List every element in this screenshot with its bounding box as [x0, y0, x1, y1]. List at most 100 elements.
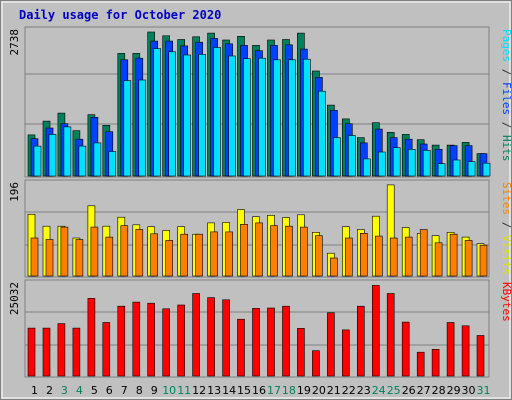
bar-pages-day-25: [392, 147, 401, 177]
bar-pages-day-28: [437, 163, 446, 177]
panel-2: 196 Sites / Visits: [8, 179, 512, 278]
bar-sites-day-27: [419, 229, 428, 277]
bar-kbytes-day-28: [431, 348, 440, 377]
bar-sites-day-24: [374, 235, 383, 277]
x-tick-label-day-26: 26: [402, 384, 416, 397]
bar-pages-day-4: [78, 145, 87, 177]
x-tick-label-day-13: 13: [207, 384, 221, 397]
bar-pages-day-22: [347, 135, 356, 177]
bar-kbytes-day-30: [461, 325, 470, 377]
bar-pages-day-17: [273, 59, 281, 177]
bar-pages-day-3: [63, 126, 72, 177]
x-tick-label-day-19: 19: [297, 384, 311, 397]
axis-label-part: Visits: [500, 235, 512, 275]
bar-kbytes-day-24: [371, 284, 380, 377]
bar-pages-day-21: [333, 137, 341, 177]
x-tick-label-day-8: 8: [136, 384, 143, 397]
bar-pages-day-2: [48, 134, 57, 177]
bar-sites-day-1: [30, 237, 39, 277]
x-tick-label-day-25: 25: [387, 384, 401, 397]
x-tick-label-day-6: 6: [106, 384, 113, 397]
x-tick-label-day-11: 11: [177, 384, 191, 397]
bar-pages-day-12: [198, 54, 206, 177]
bar-kbytes-day-29: [446, 322, 455, 377]
bar-pages-day-15: [243, 58, 251, 177]
bar-sites-day-22: [344, 237, 353, 277]
x-tick-label-day-23: 23: [357, 384, 371, 397]
bar-kbytes-day-22: [341, 329, 350, 377]
bar-kbytes-day-8: [132, 301, 141, 377]
bar-sites-day-6: [105, 236, 114, 277]
bar-pages-day-26: [407, 149, 416, 177]
bar-pages-day-13: [213, 47, 221, 177]
bar-sites-day-19: [300, 226, 308, 277]
y-max-label: 25032: [8, 282, 21, 315]
bar-kbytes-day-12: [192, 293, 200, 377]
bar-pages-day-24: [377, 151, 386, 177]
axis-label-part: Hits: [500, 135, 512, 162]
bar-sites-day-12: [195, 233, 203, 277]
bar-kbytes-day-23: [356, 305, 365, 377]
bar-sites-day-28: [434, 242, 443, 277]
x-tick-label-day-12: 12: [192, 384, 206, 397]
bar-pages-day-16: [258, 57, 266, 177]
bar-sites-day-31: [479, 244, 488, 277]
bar-kbytes-day-10: [162, 308, 170, 377]
bar-kbytes-day-20: [312, 350, 320, 377]
bar-sites-day-26: [404, 236, 413, 277]
x-tick-label-day-16: 16: [252, 384, 266, 397]
bar-sites-day-29: [449, 233, 458, 277]
bar-kbytes-day-31: [476, 335, 485, 377]
bar-kbytes-day-15: [237, 318, 245, 377]
bar-sites-day-7: [120, 225, 129, 277]
x-tick-label-day-9: 9: [151, 384, 158, 397]
bar-kbytes-day-26: [401, 321, 410, 377]
axis-label-part: /: [500, 62, 512, 82]
bar-kbytes-day-18: [282, 305, 290, 377]
bar-sites-day-14: [225, 231, 233, 277]
x-tick-label-day-1: 1: [31, 384, 38, 397]
bar-kbytes-day-1: [27, 327, 36, 377]
x-tick-label-day-5: 5: [91, 384, 98, 397]
bar-kbytes-day-5: [87, 298, 96, 377]
x-tick-label-day-24: 24: [372, 384, 386, 397]
x-tick-label-day-30: 30: [462, 384, 476, 397]
bar-sites-day-30: [464, 240, 473, 277]
bar-pages-day-11: [183, 54, 191, 177]
x-tick-label-day-4: 4: [76, 384, 83, 397]
x-tick-label-day-22: 22: [342, 384, 356, 397]
bar-pages-day-30: [467, 161, 476, 177]
x-tick-label-day-21: 21: [327, 384, 341, 397]
y-max-label: 2738: [8, 29, 21, 56]
x-tick-label-day-29: 29: [447, 384, 461, 397]
bar-sites-day-3: [60, 226, 69, 277]
bar-pages-day-29: [452, 159, 461, 177]
axis-label-part: Files: [500, 82, 512, 115]
bar-kbytes-day-14: [222, 299, 230, 377]
axis-label-part: Pages: [500, 29, 512, 62]
bar-sites-day-4: [75, 239, 84, 277]
x-tick-label-day-14: 14: [222, 384, 236, 397]
axis-label-part: /: [500, 215, 512, 235]
bar-pages-day-5: [93, 142, 102, 177]
bar-pages-day-18: [288, 59, 296, 177]
y-max-label: 196: [8, 182, 21, 202]
panel-1: 2738 Pages / Files / Hits: [8, 26, 512, 178]
bar-sites-day-13: [210, 231, 218, 277]
bar-pages-day-23: [362, 158, 371, 177]
x-tick-label-day-3: 3: [61, 384, 68, 397]
bar-kbytes-day-17: [267, 307, 275, 377]
bar-sites-day-2: [45, 239, 54, 277]
sites-visits-axis-label: Sites / Visits: [500, 182, 512, 275]
bar-sites-day-11: [180, 233, 188, 277]
axis-label-part: /: [500, 115, 512, 135]
kbytes-axis-label: KBytes: [500, 282, 512, 322]
x-tick-label-day-28: 28: [432, 384, 446, 397]
bar-kbytes-day-11: [177, 304, 185, 377]
axis-label-part: Sites: [500, 182, 512, 215]
bar-sites-day-21: [330, 257, 338, 277]
x-tick-label-day-17: 17: [267, 384, 281, 397]
bar-sites-day-17: [270, 225, 278, 277]
bar-pages-day-8: [138, 79, 147, 177]
bar-pages-day-27: [422, 150, 431, 177]
